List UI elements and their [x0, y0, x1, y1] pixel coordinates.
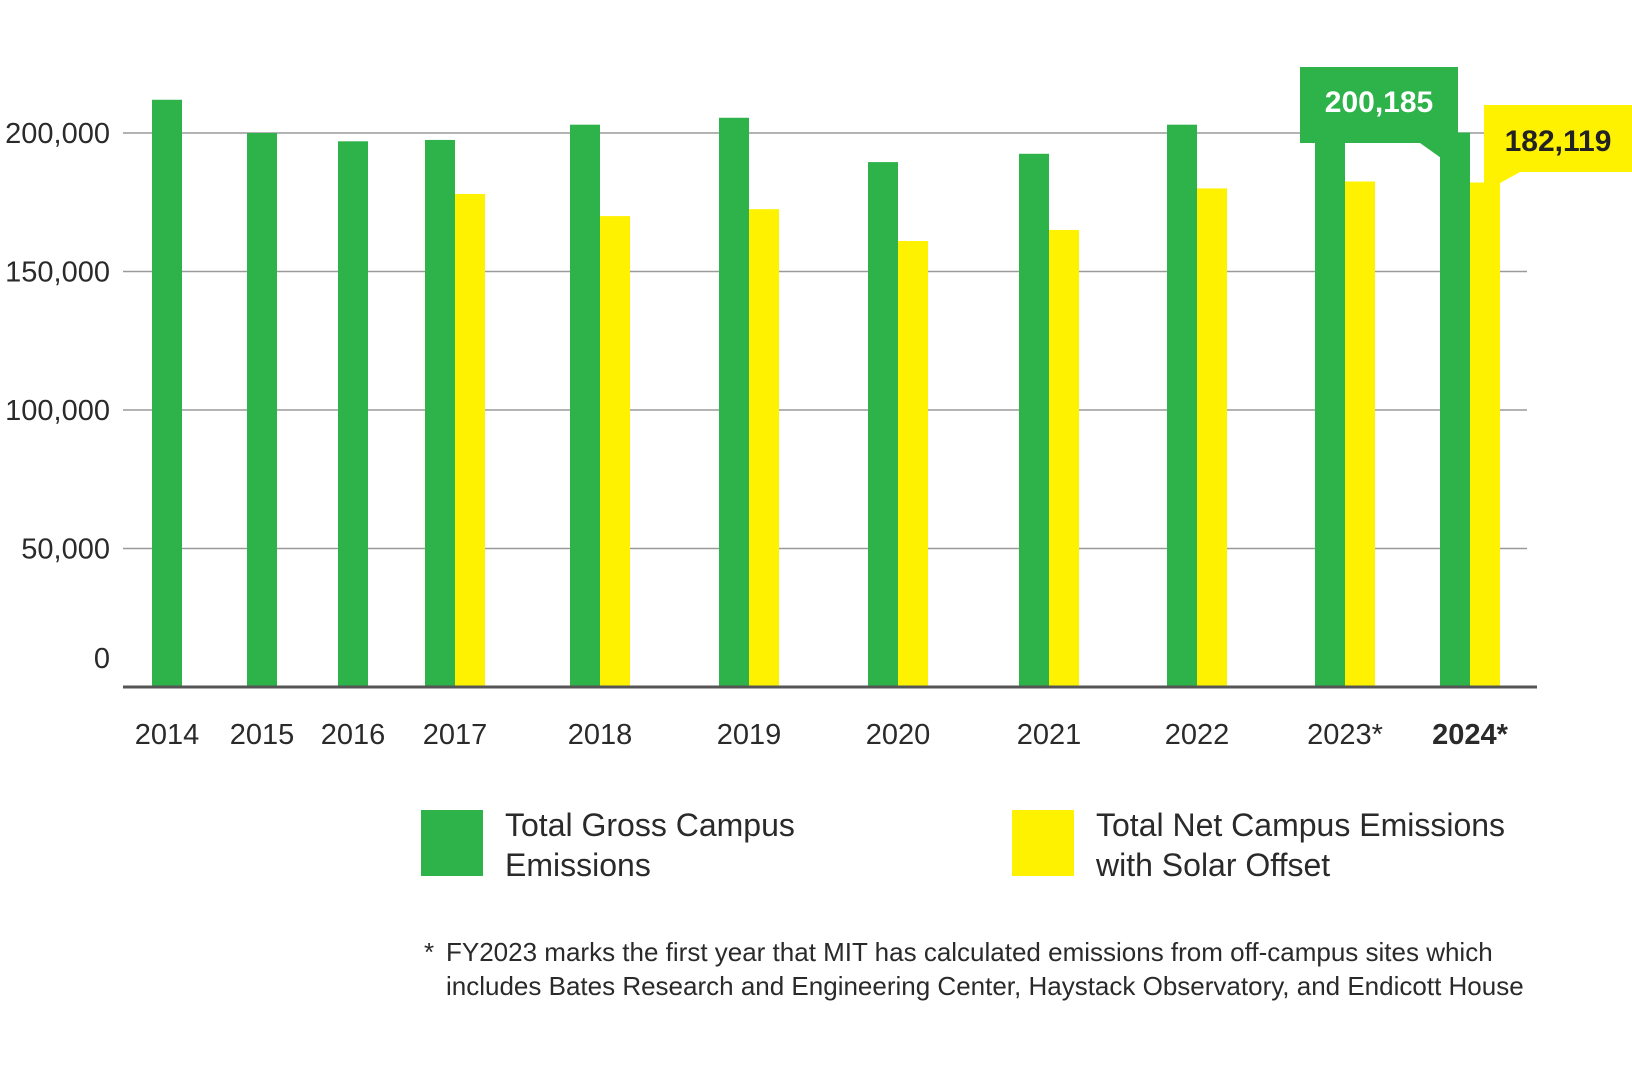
x-tick-label: 2020 [866, 719, 931, 751]
bar-gross-2014 [152, 99, 182, 687]
bar-net-2020 [898, 241, 928, 687]
legend-item-gross: Total Gross Campus Emissions [421, 805, 975, 885]
value-callouts: 200,185 182,119 [1300, 67, 1632, 192]
legend-label-net: Total Net Campus Emissions with Solar Of… [1096, 805, 1566, 885]
bar-gross-2022 [1167, 124, 1197, 687]
legend-label-gross: Total Gross Campus Emissions [505, 805, 975, 885]
footnote-text: FY2023 marks the first year that MIT has… [446, 937, 1524, 1001]
bar-gross-2018 [570, 124, 600, 687]
x-tick-label: 2018 [568, 719, 633, 751]
y-tick-label: 50,000 [21, 534, 110, 566]
bar-gross-2024 [1440, 132, 1470, 687]
legend-item-net: Total Net Campus Emissions with Solar Of… [1012, 805, 1566, 885]
x-tick-label: 2017 [423, 719, 488, 751]
y-tick-label: 100,000 [5, 395, 110, 427]
callout-net-value: 182,119 [1505, 125, 1612, 158]
bar-gross-2016 [338, 141, 368, 687]
bar-gross-2019 [719, 117, 749, 687]
y-tick-label: 150,000 [5, 257, 110, 289]
x-tick-label: 2016 [321, 719, 386, 751]
bar-net-2018 [600, 216, 630, 687]
x-tick-label: 2021 [1017, 719, 1082, 751]
x-axis-tick-labels: 2014 2015 2016 2017 2018 2019 2020 2021 2022 2023… [135, 719, 1509, 751]
legend-label-net-line1: Total Net Campus Emissions [1096, 807, 1506, 843]
x-tick-label: 2022 [1165, 719, 1230, 751]
x-tick-label: 2014 [135, 719, 200, 751]
legend-swatch-net [1012, 810, 1074, 876]
bar-gross-2021 [1019, 153, 1049, 687]
bar-net-2021 [1049, 229, 1079, 687]
x-tick-label: 2015 [230, 719, 295, 751]
bar-net-2017 [455, 193, 485, 687]
bar-net-2024 [1470, 182, 1500, 687]
bar-gross-2023 [1315, 138, 1345, 688]
legend-label-gross-line2: Emissions [505, 847, 651, 883]
footnote: * FY2023 marks the first year that MIT h… [424, 935, 1524, 1003]
bar-net-2019 [749, 209, 779, 688]
x-tick-label: 2023* [1307, 719, 1383, 751]
callout-net-box [1484, 105, 1632, 192]
bars [152, 99, 1500, 688]
bar-gross-2017 [425, 139, 455, 688]
bar-gross-2015 [247, 133, 277, 687]
callout-gross-box [1300, 67, 1458, 170]
footnote-asterisk: * [424, 937, 435, 967]
y-tick-label: 0 [94, 643, 110, 675]
legend-label-gross-line1: Total Gross Campus [505, 807, 795, 843]
legend-swatch-gross [421, 810, 483, 876]
x-tick-label: 2019 [717, 719, 782, 751]
bar-gross-2020 [868, 162, 898, 687]
callout-gross-value: 200,185 [1325, 86, 1433, 119]
bar-net-2023 [1345, 181, 1375, 687]
x-tick-label: 2024* [1432, 719, 1509, 751]
y-axis-tick-labels: 0 50,000 100,000 150,000 200,000 [5, 118, 110, 675]
legend-label-net-line2: with Solar Offset [1096, 847, 1331, 883]
bar-net-2022 [1197, 188, 1227, 687]
y-tick-label: 200,000 [5, 118, 110, 150]
